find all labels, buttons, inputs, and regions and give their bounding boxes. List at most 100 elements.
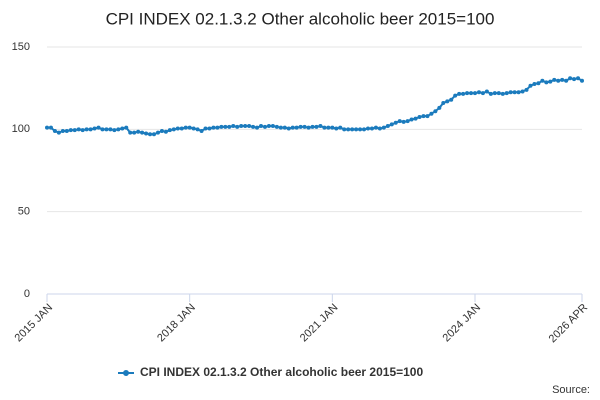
point [45, 125, 49, 130]
y-tick-label: 50 [18, 206, 30, 218]
point [219, 124, 224, 129]
point [536, 81, 541, 86]
point [429, 111, 434, 116]
point [504, 91, 509, 96]
point [369, 126, 374, 131]
point [88, 127, 93, 132]
legend-label: CPI INDEX 02.1.3.2 Other alcoholic beer … [140, 365, 423, 379]
point [548, 79, 553, 84]
point [266, 124, 271, 129]
point [405, 119, 410, 124]
point [377, 126, 382, 131]
point [417, 114, 422, 119]
point [243, 124, 248, 129]
point [366, 126, 370, 131]
point [128, 130, 133, 135]
point [496, 91, 501, 96]
point [203, 126, 208, 131]
point [140, 130, 145, 135]
point [191, 126, 196, 131]
point [306, 125, 311, 130]
point [262, 124, 267, 129]
point [381, 125, 386, 130]
point [108, 127, 113, 132]
point [163, 129, 168, 134]
point [175, 126, 180, 131]
point [520, 89, 525, 94]
point [318, 124, 323, 129]
point [354, 127, 359, 132]
point [580, 78, 584, 83]
point [528, 83, 533, 88]
point [207, 126, 212, 131]
point [552, 77, 557, 82]
point [274, 124, 279, 129]
x-tick-label: 2024 JAN [441, 302, 484, 345]
point [342, 127, 347, 132]
point [358, 127, 363, 132]
point [132, 130, 137, 135]
y-tick-label: 100 [12, 123, 30, 135]
point [322, 125, 327, 130]
point [437, 105, 442, 110]
point [465, 91, 470, 96]
point [259, 124, 263, 129]
point [302, 124, 307, 129]
x-tick-label: 2021 JAN [298, 302, 341, 345]
point [72, 128, 77, 133]
point [421, 114, 426, 119]
point [397, 119, 402, 124]
point [461, 91, 466, 96]
point [223, 124, 228, 129]
point [76, 127, 81, 132]
point [385, 124, 390, 129]
point [124, 125, 129, 130]
point [334, 126, 339, 131]
point [449, 97, 454, 102]
point [401, 119, 406, 124]
point [56, 130, 61, 135]
point [330, 125, 335, 130]
point [48, 125, 53, 130]
x-tick-label: 2015 JAN [13, 302, 56, 345]
point [516, 90, 521, 95]
point [484, 89, 489, 94]
point [167, 128, 172, 133]
point [564, 78, 569, 83]
point [270, 124, 275, 129]
point [235, 124, 240, 129]
point [96, 125, 101, 130]
point [473, 91, 477, 96]
point [251, 124, 256, 129]
legend-marker [123, 370, 129, 376]
point [282, 125, 287, 130]
point [556, 78, 561, 83]
y-tick-label: 150 [12, 41, 30, 53]
point [104, 127, 109, 132]
source: Source: [552, 384, 590, 396]
point [152, 132, 156, 137]
point [211, 125, 216, 130]
point [512, 90, 517, 95]
point [179, 126, 184, 131]
point [540, 78, 545, 83]
point [314, 124, 319, 129]
point [500, 91, 505, 96]
point [568, 76, 573, 81]
point [524, 87, 529, 92]
point [425, 114, 430, 119]
point [544, 80, 549, 85]
point [286, 126, 291, 131]
y-tick-label: 0 [24, 288, 30, 300]
point [433, 109, 438, 114]
point [255, 125, 260, 130]
point [84, 127, 89, 132]
point [457, 91, 462, 96]
point [480, 91, 485, 96]
point [171, 127, 176, 132]
point [393, 120, 398, 125]
point [52, 128, 57, 133]
point [187, 125, 192, 130]
point [148, 132, 153, 137]
